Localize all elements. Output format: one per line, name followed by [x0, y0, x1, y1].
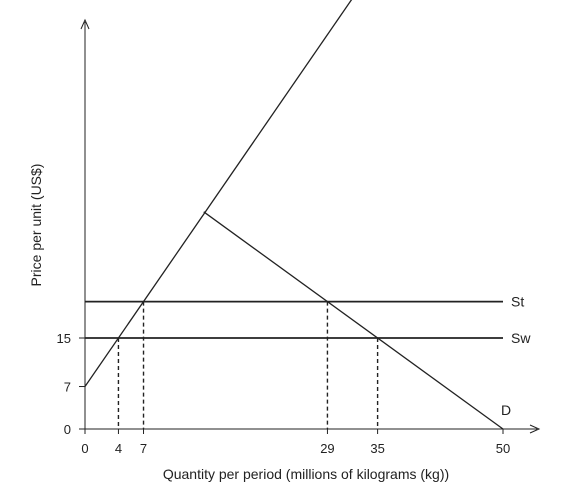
series-label-st: St: [511, 294, 524, 310]
y-axis-arrow: [80, 18, 90, 30]
series-line-d: [203, 211, 504, 430]
ticks: 0 4 7 29 35 50 0 7 15: [57, 331, 511, 456]
series-line-s: [84, 0, 353, 387]
x-tick-label-4: 4: [115, 441, 122, 456]
x-axis-arrow: [529, 424, 541, 434]
y-tick-label-15: 15: [57, 331, 71, 346]
labels: SDStSwQuantity per period (millions of k…: [28, 164, 531, 482]
series-label-sw: Sw: [511, 330, 531, 346]
x-tick-label-0: 0: [81, 441, 88, 456]
x-axis-title: Quantity per period (millions of kilogra…: [163, 466, 449, 482]
x-tick-label-7: 7: [140, 441, 147, 456]
y-tick-label-0: 0: [64, 422, 71, 437]
y-axis-title: Price per unit (US$): [28, 164, 44, 287]
y-tick-label-7: 7: [64, 380, 71, 395]
x-tick-label-35: 35: [370, 441, 384, 456]
x-tick-label-29: 29: [320, 441, 334, 456]
curves: [84, 0, 504, 430]
series-label-d: D: [501, 402, 511, 418]
x-tick-label-50: 50: [496, 441, 510, 456]
reference-lines: [117, 301, 379, 429]
axes: [80, 18, 541, 434]
